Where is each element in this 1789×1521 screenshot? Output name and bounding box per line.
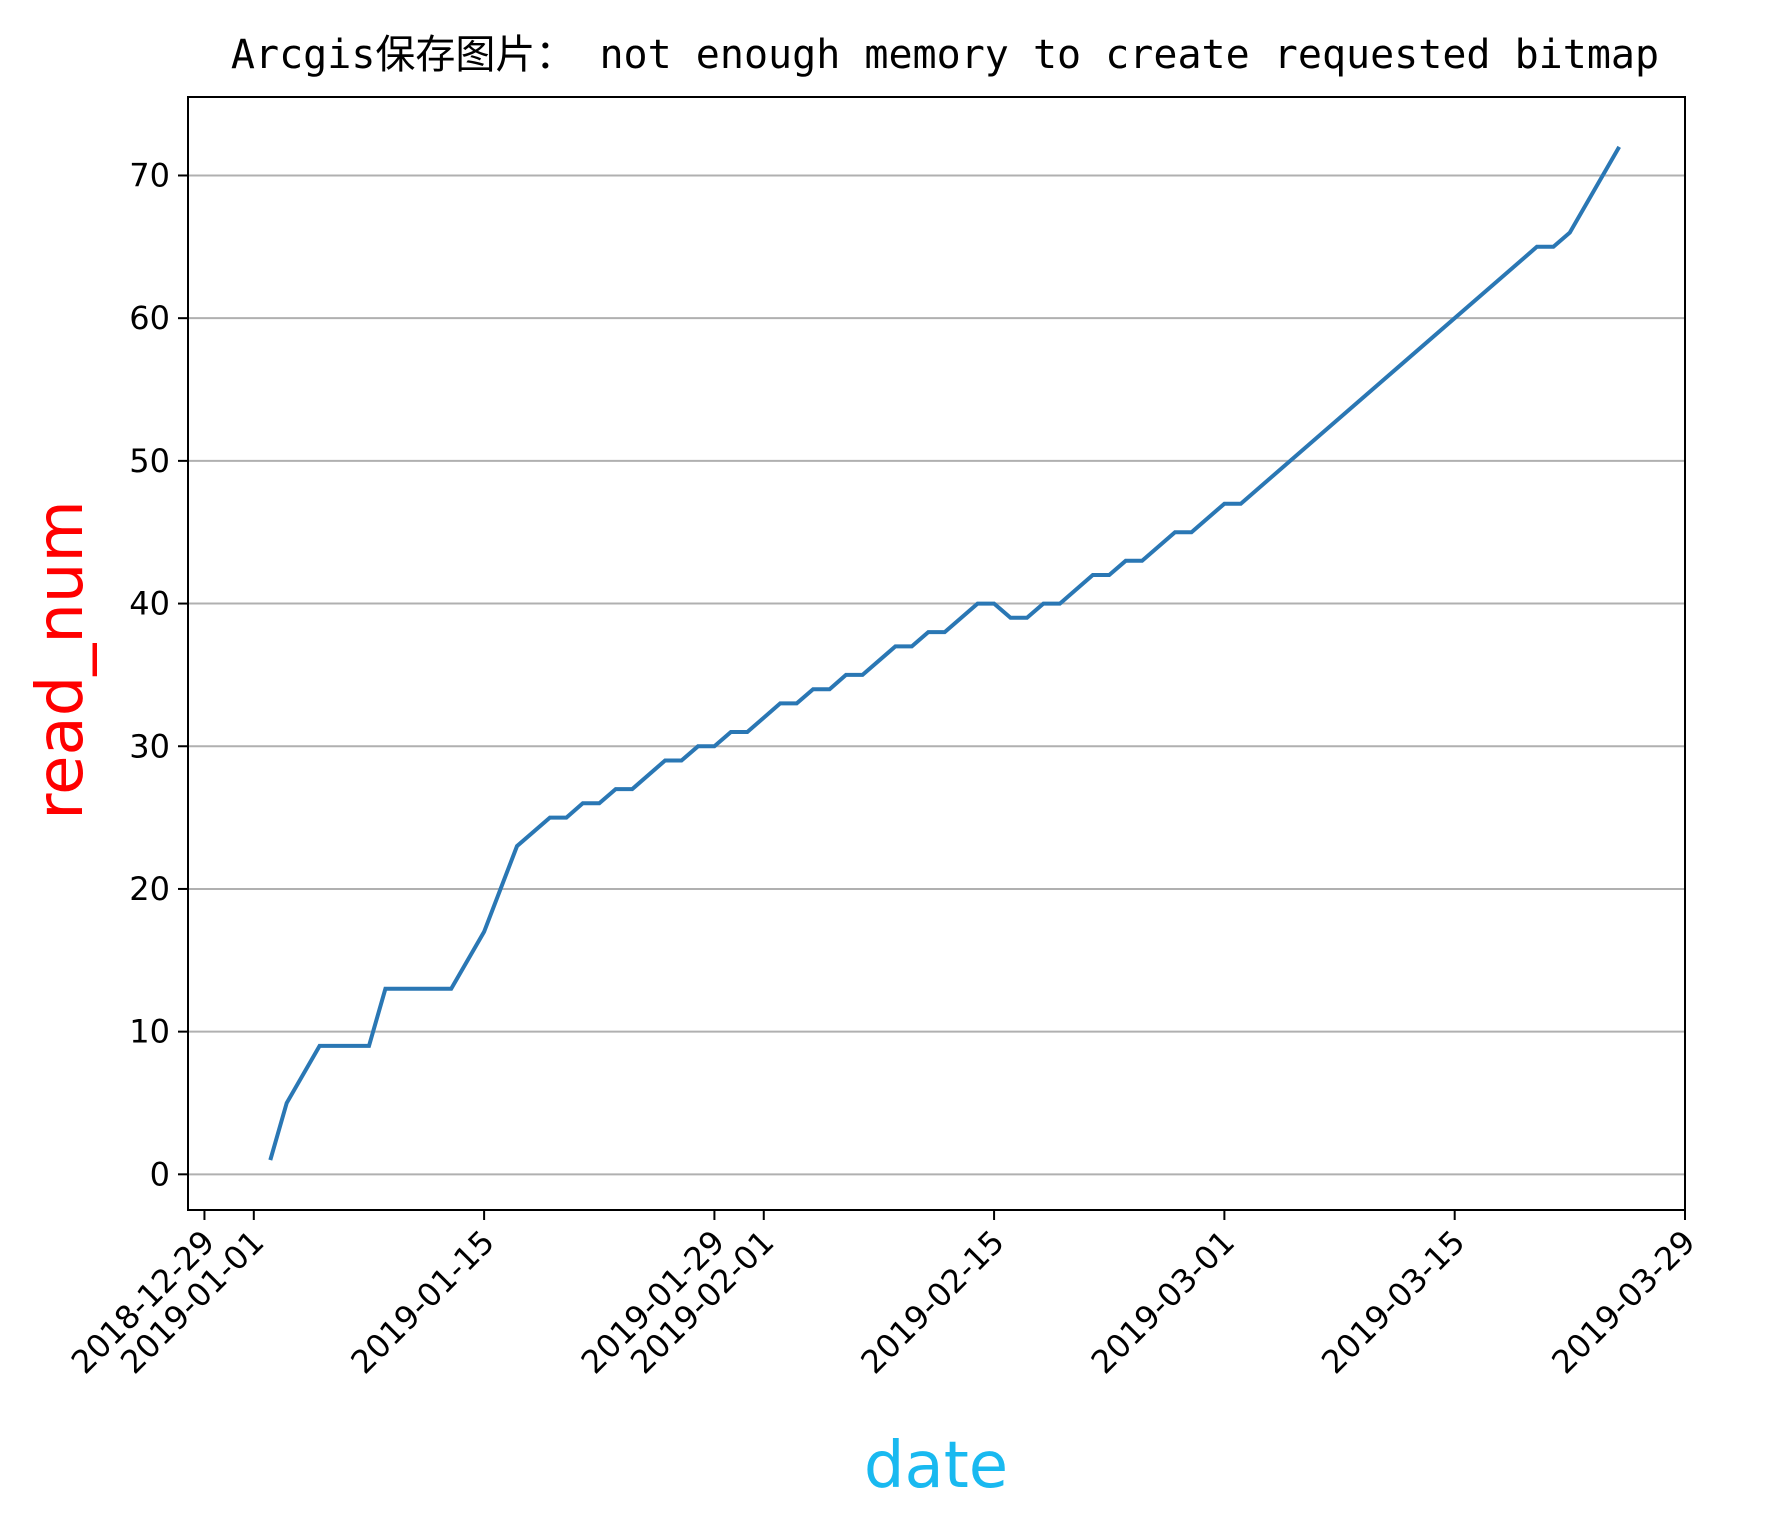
y-tick-label: 30 (129, 727, 170, 765)
x-axis-label: date (864, 1429, 1008, 1503)
y-tick-label: 20 (129, 870, 170, 908)
y-tick-label: 0 (150, 1155, 170, 1193)
x-tick-label: 2019-01-15 (343, 1223, 501, 1381)
x-tick-label: 2019-03-29 (1544, 1223, 1702, 1381)
y-tick-label: 60 (129, 299, 170, 337)
y-axis-label: read_num (24, 500, 98, 820)
chart-title: Arcgis保存图片： not enough memory to create … (231, 32, 1659, 78)
y-tick-label: 10 (129, 1013, 170, 1051)
series-line (268, 145, 1621, 1161)
grid-lines (188, 174, 1685, 1176)
x-tick-label: 2019-03-15 (1314, 1223, 1472, 1381)
y-tick-label: 40 (129, 585, 170, 623)
series-layer (268, 145, 1621, 1161)
y-axis: 0 10 20 30 40 50 60 70 (129, 156, 188, 1193)
x-tick-label: 2019-03-01 (1084, 1223, 1242, 1381)
plot-frame (187, 96, 1686, 1211)
x-tick-label: 2019-02-15 (853, 1223, 1011, 1381)
y-tick-label: 50 (129, 442, 170, 480)
y-tick-label: 70 (129, 156, 170, 194)
